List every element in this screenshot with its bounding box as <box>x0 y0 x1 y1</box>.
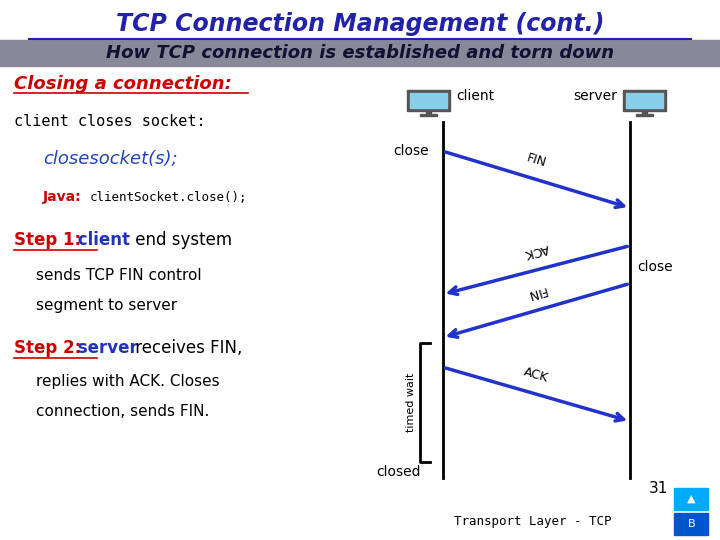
Text: closed: closed <box>377 465 421 480</box>
Text: end system: end system <box>130 231 233 249</box>
Text: ACK: ACK <box>523 365 550 384</box>
Bar <box>623 90 666 111</box>
Bar <box>407 90 450 111</box>
Text: Step 2:: Step 2: <box>14 339 81 357</box>
Bar <box>0 40 720 66</box>
Text: Transport Layer - TCP: Transport Layer - TCP <box>454 515 611 528</box>
Bar <box>674 513 708 535</box>
Text: ACK: ACK <box>523 241 550 260</box>
Bar <box>674 488 708 510</box>
Bar <box>410 93 446 108</box>
Text: TCP Connection Management (cont.): TCP Connection Management (cont.) <box>116 12 604 36</box>
Bar <box>426 110 431 114</box>
Text: segment to server: segment to server <box>36 298 177 313</box>
Text: FIN: FIN <box>525 152 548 170</box>
Text: connection, sends FIN.: connection, sends FIN. <box>36 404 210 419</box>
Text: Closing a connection:: Closing a connection: <box>14 75 233 93</box>
Text: How TCP connection is established and torn down: How TCP connection is established and to… <box>106 44 614 62</box>
Text: 31: 31 <box>649 481 668 496</box>
Text: Step 1:: Step 1: <box>14 231 81 249</box>
Text: server: server <box>72 339 138 357</box>
Text: client closes socket:: client closes socket: <box>14 114 206 129</box>
Text: replies with ACK. Closes: replies with ACK. Closes <box>36 374 220 389</box>
Text: sends TCP FIN control: sends TCP FIN control <box>36 268 202 283</box>
Text: timed wait: timed wait <box>406 373 416 432</box>
Bar <box>636 114 653 116</box>
Bar <box>420 114 437 116</box>
Text: clientSocket.close();: clientSocket.close(); <box>90 191 248 204</box>
Bar <box>642 110 647 114</box>
Text: close: close <box>393 144 428 158</box>
Text: client: client <box>72 231 130 249</box>
Text: receives FIN,: receives FIN, <box>130 339 243 357</box>
Text: B: B <box>688 519 695 529</box>
Text: Java:: Java: <box>43 190 82 204</box>
Text: closesocket(s);: closesocket(s); <box>43 150 178 168</box>
Text: close: close <box>637 260 672 274</box>
Text: server: server <box>573 89 617 103</box>
Text: ▲: ▲ <box>687 494 696 504</box>
Bar <box>626 93 663 108</box>
Text: FIN: FIN <box>525 283 548 301</box>
Text: client: client <box>456 89 494 103</box>
